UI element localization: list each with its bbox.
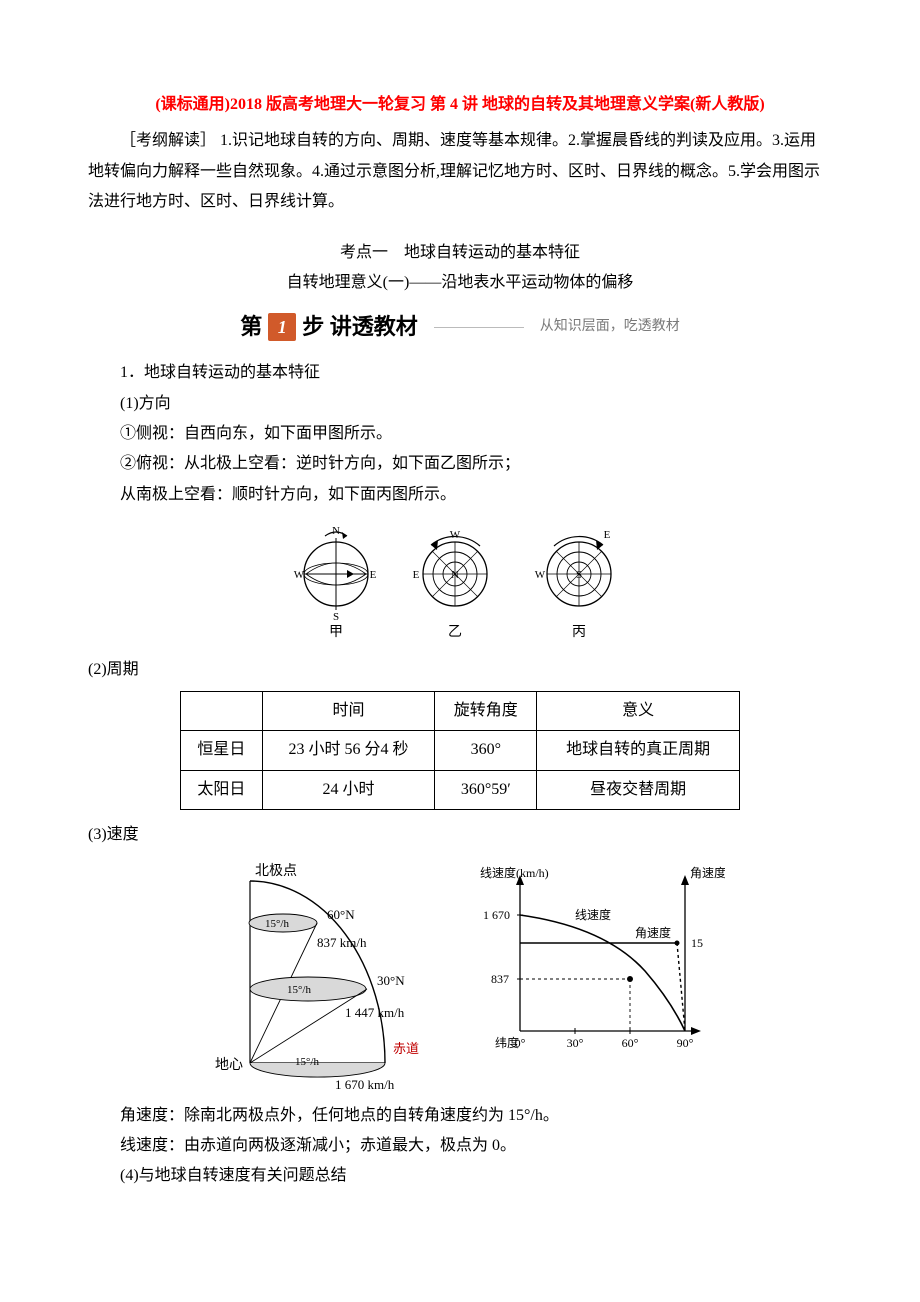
th-blank — [181, 692, 263, 731]
direction-line-2: ②俯视：从北极上空看：逆时针方向，如下面乙图所示； — [88, 449, 832, 479]
figure-a-label: 甲 — [329, 620, 343, 647]
label-n: N — [332, 525, 340, 537]
table-row: 恒星日 23 小时 56 分4 秒 360° 地球自转的真正周期 — [181, 731, 740, 770]
period-table: 时间 旋转角度 意义 恒星日 23 小时 56 分4 秒 360° 地球自转的真… — [180, 691, 740, 810]
kaogang-paragraph: ［考纲解读］ 1.识记地球自转的方向、周期、速度等基本规律。2.掌握晨昏线的判读… — [88, 126, 832, 217]
label-s-center: S — [576, 569, 582, 581]
kaodian-heading: 考点一 地球自转运动的基本特征 自转地理意义(一)——沿地表水平运动物体的偏移 — [88, 238, 832, 299]
banner-pre: 第 — [240, 306, 262, 348]
ang-30: 15°/h — [287, 984, 311, 996]
table-row: 太阳日 24 小时 360°59′ 昼夜交替周期 — [181, 770, 740, 809]
label-w: W — [294, 569, 305, 581]
period-label: (2)周期 — [88, 655, 832, 685]
banner-main: 第 1 步 讲透教材 — [240, 306, 418, 348]
cell: 24 小时 — [262, 770, 434, 809]
speed-figures: 北极点 地心 15°/h 60°N 837 km/h 15°/h 30°N 1 … — [88, 861, 832, 1091]
banner-badge: 1 — [268, 313, 296, 341]
side-view-svg: N S W E — [293, 524, 379, 620]
th-time: 时间 — [262, 692, 434, 731]
speed-chart-svg: 线速度(km/h) 角速度(°/h) 1 670 837 15 纬度 0° 30… — [475, 861, 725, 1071]
yleft-label: 线速度(km/h) — [480, 865, 549, 880]
speed-sphere-svg: 北极点 地心 15°/h 60°N 837 km/h 15°/h 30°N 1 … — [195, 861, 445, 1091]
v0-label: 1 670 km/h — [335, 1077, 395, 1091]
center-label: 地心 — [215, 1057, 243, 1073]
label-w-top: W — [450, 529, 461, 541]
label-e: E — [370, 569, 377, 581]
speed-text-2: 线速度：由赤道向两极逐渐减小；赤道最大，极点为 0。 — [88, 1131, 832, 1161]
cell: 360° — [435, 731, 537, 770]
v60-label: 837 km/h — [317, 935, 367, 950]
ang-0: 15°/h — [295, 1056, 319, 1068]
yl837: 837 — [491, 972, 509, 986]
banner-post: 步 讲透教材 — [302, 306, 418, 348]
yr15: 15 — [691, 936, 703, 950]
figure-b-label: 乙 — [448, 620, 462, 647]
xt60: 60° — [622, 1036, 639, 1050]
rotation-figures: N S W E 甲 N W E — [88, 524, 832, 647]
banner-divider — [434, 327, 524, 328]
yright-label: 角速度(°/h) — [690, 865, 725, 880]
label-w-left: W — [535, 569, 546, 581]
step-banner: 第 1 步 讲透教材 从知识层面，吃透教材 — [88, 306, 832, 348]
speed-label: (3)速度 — [88, 820, 832, 850]
direction-line-3: 从南极上空看：顺时针方向，如下面丙图所示。 — [88, 480, 832, 510]
lat60-label: 60°N — [327, 907, 355, 922]
label-e-left: E — [413, 569, 420, 581]
kaodian-line1: 考点一 地球自转运动的基本特征 — [88, 238, 832, 268]
cell: 太阳日 — [181, 770, 263, 809]
banner-sub: 从知识层面，吃透教材 — [540, 314, 680, 341]
ang-60: 15°/h — [265, 918, 289, 930]
speed-text-1: 角速度：除南北两极点外，任何地点的自转角速度约为 15°/h。 — [88, 1101, 832, 1131]
xt90: 90° — [677, 1036, 694, 1050]
speed-text-3: (4)与地球自转速度有关问题总结 — [88, 1161, 832, 1191]
cell: 23 小时 56 分4 秒 — [262, 731, 434, 770]
north-pole-label: 北极点 — [255, 863, 297, 879]
cell: 360°59′ — [435, 770, 537, 809]
figure-a: N S W E 甲 — [293, 524, 379, 647]
figure-c-label: 丙 — [572, 620, 586, 647]
th-meaning: 意义 — [537, 692, 740, 731]
xt0: 0° — [515, 1036, 526, 1050]
figure-b: N W E 乙 — [407, 524, 503, 647]
cell: 恒星日 — [181, 731, 263, 770]
figure-c: S E W 丙 — [531, 524, 627, 647]
direction-label: (1)方向 — [88, 389, 832, 419]
north-pole-svg: N W E — [407, 524, 503, 620]
kaogang-label: ［考纲解读］ — [120, 132, 216, 149]
xt30: 30° — [567, 1036, 584, 1050]
legend-line: 线速度 — [575, 907, 611, 922]
legend-ang: 角速度 — [635, 925, 671, 940]
v30-label: 1 447 km/h — [345, 1005, 405, 1020]
label-e-top: E — [604, 529, 611, 541]
cell: 地球自转的真正周期 — [537, 731, 740, 770]
south-pole-svg: S E W — [531, 524, 627, 620]
yl1670: 1 670 — [483, 908, 510, 922]
section-1-title: 1．地球自转运动的基本特征 — [88, 358, 832, 388]
table-header-row: 时间 旋转角度 意义 — [181, 692, 740, 731]
label-s: S — [333, 611, 339, 620]
th-angle: 旋转角度 — [435, 692, 537, 731]
direction-line-1: ①侧视：自西向东，如下面甲图所示。 — [88, 419, 832, 449]
cell: 昼夜交替周期 — [537, 770, 740, 809]
lat30-label: 30°N — [377, 973, 405, 988]
page-title: (课标通用)2018 版高考地理大一轮复习 第 4 讲 地球的自转及其地理意义学… — [88, 90, 832, 120]
kaodian-line2: 自转地理意义(一)——沿地表水平运动物体的偏移 — [88, 268, 832, 298]
equator-label: 赤道 — [393, 1041, 419, 1056]
label-n-center: N — [451, 569, 459, 581]
